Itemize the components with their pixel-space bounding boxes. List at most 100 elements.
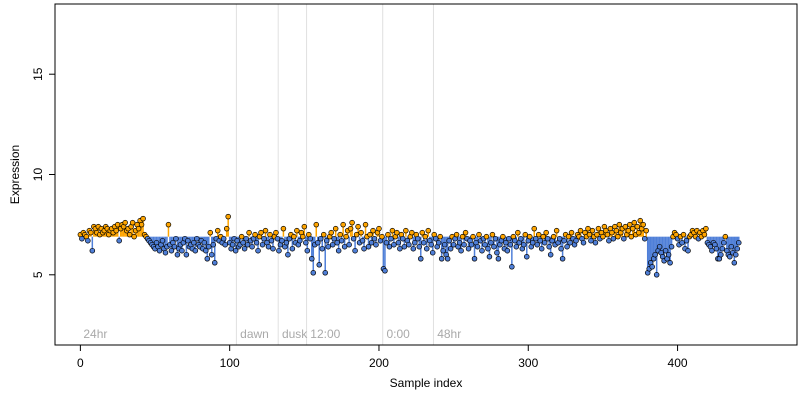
data-point [653, 272, 660, 278]
data-point [423, 245, 430, 252]
data-point [713, 245, 720, 252]
data-point [385, 231, 391, 238]
data-point [291, 233, 297, 240]
data-point [382, 268, 388, 274]
data-point [489, 231, 496, 238]
data-point [521, 241, 527, 248]
data-point [719, 245, 726, 252]
data-point [470, 233, 476, 240]
data-point [662, 247, 669, 254]
data-point [206, 243, 212, 250]
data-point [482, 241, 488, 248]
data-point [267, 231, 273, 238]
data-point [635, 229, 642, 236]
data-point [265, 243, 272, 250]
data-point [429, 249, 436, 256]
data-point [610, 235, 617, 242]
data-point [243, 235, 249, 242]
data-point [615, 233, 621, 240]
data-point [168, 247, 175, 254]
data-point [343, 233, 349, 240]
data-point [435, 239, 442, 246]
data-point [561, 237, 567, 244]
segment-label: dawn [240, 327, 269, 341]
data-point [534, 241, 540, 248]
data-point [359, 237, 366, 244]
data-point [138, 221, 145, 228]
data-point [283, 239, 290, 246]
data-point [346, 241, 352, 248]
data-point [410, 245, 417, 252]
data-point [503, 239, 509, 246]
data-point [220, 235, 227, 242]
data-point [209, 251, 215, 258]
data-point [456, 239, 463, 246]
data-point [347, 225, 354, 232]
data-point [540, 233, 546, 240]
data-point [437, 233, 443, 240]
data-point [637, 217, 643, 224]
data-point [406, 241, 412, 248]
data-point [246, 229, 252, 236]
data-point [279, 237, 285, 244]
data-point [733, 251, 739, 258]
data-point [592, 239, 599, 246]
data-point [337, 231, 343, 238]
data-point [609, 229, 615, 236]
data-point [465, 245, 472, 252]
data-point [640, 221, 646, 228]
data-point [85, 237, 91, 244]
data-point [273, 229, 279, 236]
data-point [683, 237, 690, 244]
data-point [400, 235, 406, 242]
data-point [361, 245, 367, 252]
data-point [428, 241, 434, 248]
data-point [386, 243, 393, 250]
data-point [483, 233, 490, 240]
data-point [350, 235, 357, 242]
data-point [274, 235, 281, 242]
data-point [531, 225, 537, 232]
data-point [79, 235, 85, 242]
x-tick-label: 0 [77, 356, 84, 370]
data-point [316, 262, 323, 268]
data-point [397, 245, 403, 252]
data-point [162, 249, 169, 256]
data-point [331, 235, 337, 242]
data-point [622, 223, 629, 230]
data-point [174, 251, 181, 258]
data-point [259, 241, 266, 248]
data-point [544, 235, 551, 242]
data-point [89, 247, 96, 254]
data-point [258, 229, 264, 236]
data-point [262, 227, 269, 234]
data-point [211, 260, 218, 266]
data-point [214, 227, 221, 234]
data-point [335, 247, 342, 254]
data-point [567, 239, 573, 246]
data-point [507, 241, 514, 248]
data-point [513, 243, 520, 250]
data-point [204, 255, 211, 262]
data-point [450, 241, 457, 248]
data-point [468, 241, 475, 248]
data-point [506, 235, 512, 242]
data-point [389, 227, 396, 234]
data-point [600, 233, 606, 240]
data-point [368, 239, 375, 246]
data-point [249, 243, 255, 250]
data-point [223, 225, 230, 232]
data-point [129, 219, 136, 226]
data-point [409, 229, 415, 236]
data-point [294, 227, 300, 234]
segment-label: dusk [282, 327, 308, 341]
data-point [156, 247, 163, 254]
data-point [394, 229, 400, 236]
data-point [558, 245, 564, 252]
data-point [486, 253, 493, 260]
data-point [307, 235, 314, 242]
data-point [652, 251, 658, 258]
data-point [515, 229, 521, 236]
data-point [613, 227, 620, 234]
data-point [509, 264, 515, 270]
